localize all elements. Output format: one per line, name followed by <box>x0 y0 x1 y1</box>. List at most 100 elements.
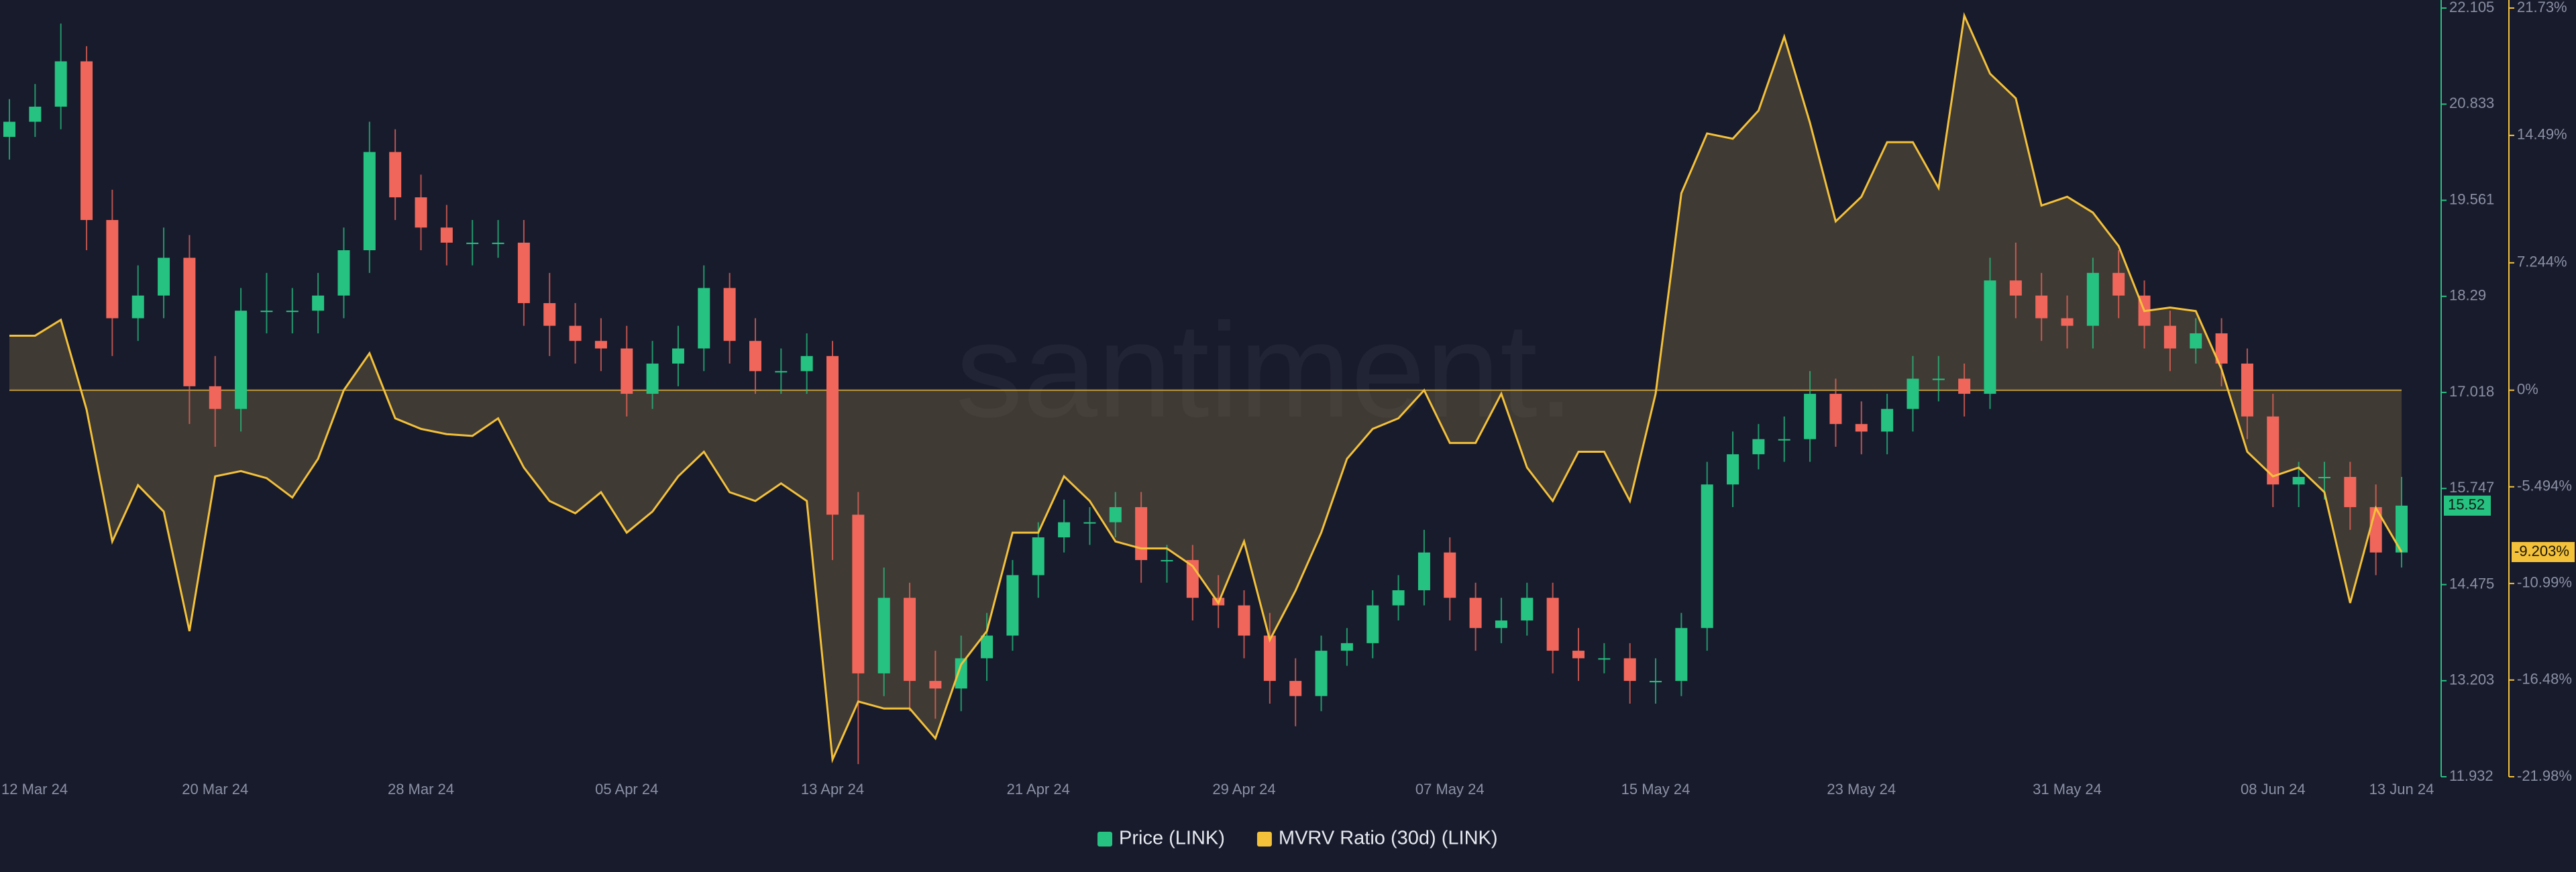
candle-body <box>260 311 273 313</box>
candle-body <box>440 227 453 243</box>
candle-body <box>1984 280 1996 394</box>
candle-body <box>698 288 710 349</box>
y-tick-label: 15.747 <box>2449 479 2494 496</box>
candle-body <box>2267 416 2279 485</box>
legend-label: MVRV Ratio (30d) (LINK) <box>1279 828 1498 849</box>
mvrv-area <box>9 15 2402 760</box>
y-tick-label: 11.932 <box>2449 767 2493 784</box>
candle-body <box>852 514 865 673</box>
candle-body <box>209 386 221 409</box>
candle-body <box>183 258 196 386</box>
candle-body <box>2009 280 2022 296</box>
y-tick-label: 14.475 <box>2449 575 2494 592</box>
candle-body <box>749 341 761 372</box>
candle-body <box>1392 590 1405 606</box>
y2-tick-label: 0% <box>2517 381 2538 398</box>
y2-tick-label: 7.244% <box>2517 254 2567 270</box>
candle-body <box>389 152 402 198</box>
candle-body <box>1778 439 1790 441</box>
x-tick-label: 05 Apr 24 <box>595 781 658 798</box>
candle-body <box>1650 681 1662 683</box>
candle-body <box>3 121 15 138</box>
x-tick-label: 12 Mar 24 <box>1 781 68 798</box>
mvrv-last-box <box>2512 542 2575 563</box>
candle-body <box>594 341 607 349</box>
candle-body <box>1572 651 1585 659</box>
candle-body <box>1238 605 1250 636</box>
y-tick-label: 20.833 <box>2449 95 2494 111</box>
candle-body <box>1417 552 1430 590</box>
x-tick-label: 13 Apr 24 <box>801 781 864 798</box>
candle-body <box>800 356 813 372</box>
candle-body <box>286 311 299 313</box>
candle-body <box>2112 272 2125 296</box>
candle-body <box>2163 325 2176 349</box>
candle-body <box>312 295 325 311</box>
candle-body <box>1752 439 1765 455</box>
candle-body <box>2292 477 2305 485</box>
candle-body <box>1598 658 1611 660</box>
y-tick-label: 13.203 <box>2449 671 2494 688</box>
x-tick-label: 23 May 24 <box>1827 781 1896 798</box>
candle-body <box>1289 681 1302 696</box>
candle-body <box>1521 598 1534 621</box>
candle-body <box>106 219 119 319</box>
candle-body <box>1469 598 1482 629</box>
candle-body <box>1727 454 1739 485</box>
candle-body <box>158 258 170 296</box>
y-tick-label: 19.561 <box>2449 190 2494 207</box>
x-tick-label: 31 May 24 <box>2033 781 2102 798</box>
candle-body <box>131 295 144 319</box>
y-tick-label: 22.105 <box>2449 0 2494 15</box>
candle-body <box>1366 605 1379 643</box>
y2-tick-label: -21.98% <box>2517 767 2572 784</box>
candle-body <box>2190 333 2202 349</box>
candle-body <box>1135 507 1148 560</box>
candle-body <box>1032 537 1044 576</box>
candle-body <box>80 61 93 220</box>
candle-body <box>2318 477 2330 479</box>
candle-body <box>1109 507 1122 523</box>
legend-label: Price (LINK) <box>1119 828 1225 849</box>
candle-body <box>672 348 684 364</box>
candle-body <box>1855 424 1868 432</box>
candle-body <box>543 303 556 326</box>
candle-body <box>929 681 942 689</box>
candle-body <box>1444 552 1456 598</box>
candle-body <box>981 635 994 659</box>
y2-tick-label: 21.73% <box>2517 0 2567 15</box>
x-tick-label: 20 Mar 24 <box>182 781 248 798</box>
candle-body <box>904 598 916 682</box>
candle-body <box>1161 559 1173 561</box>
y2-tick-label: -5.494% <box>2517 478 2572 494</box>
candle-body <box>2035 295 2048 319</box>
candle-body <box>1263 635 1276 682</box>
candle-body <box>466 242 479 244</box>
legend-swatch <box>1256 832 1272 847</box>
candle-body <box>492 242 504 244</box>
candle-body <box>2241 364 2253 417</box>
candle-body <box>1495 620 1507 629</box>
x-tick-label: 07 May 24 <box>1415 781 1485 798</box>
candle-body <box>2061 318 2074 326</box>
watermark: santiment. <box>956 296 1575 445</box>
candle-body <box>1701 484 1713 629</box>
x-tick-label: 29 Apr 24 <box>1212 781 1275 798</box>
candle-body <box>955 658 967 689</box>
candle-body <box>517 242 530 303</box>
candle-body <box>1340 643 1353 651</box>
x-tick-label: 15 May 24 <box>1621 781 1690 798</box>
candle-body <box>2344 477 2357 508</box>
candle-body <box>1958 378 1971 394</box>
y2-tick-label: -16.48% <box>2517 671 2572 688</box>
candle-body <box>235 311 248 409</box>
candle-body <box>1881 408 1894 432</box>
y-tick-label: 17.018 <box>2449 383 2494 400</box>
x-tick-label: 08 Jun 24 <box>2241 781 2306 798</box>
price-last-box <box>2444 495 2491 516</box>
candle-body <box>775 371 788 373</box>
candle-body <box>621 348 633 394</box>
candle-body <box>1315 651 1328 696</box>
